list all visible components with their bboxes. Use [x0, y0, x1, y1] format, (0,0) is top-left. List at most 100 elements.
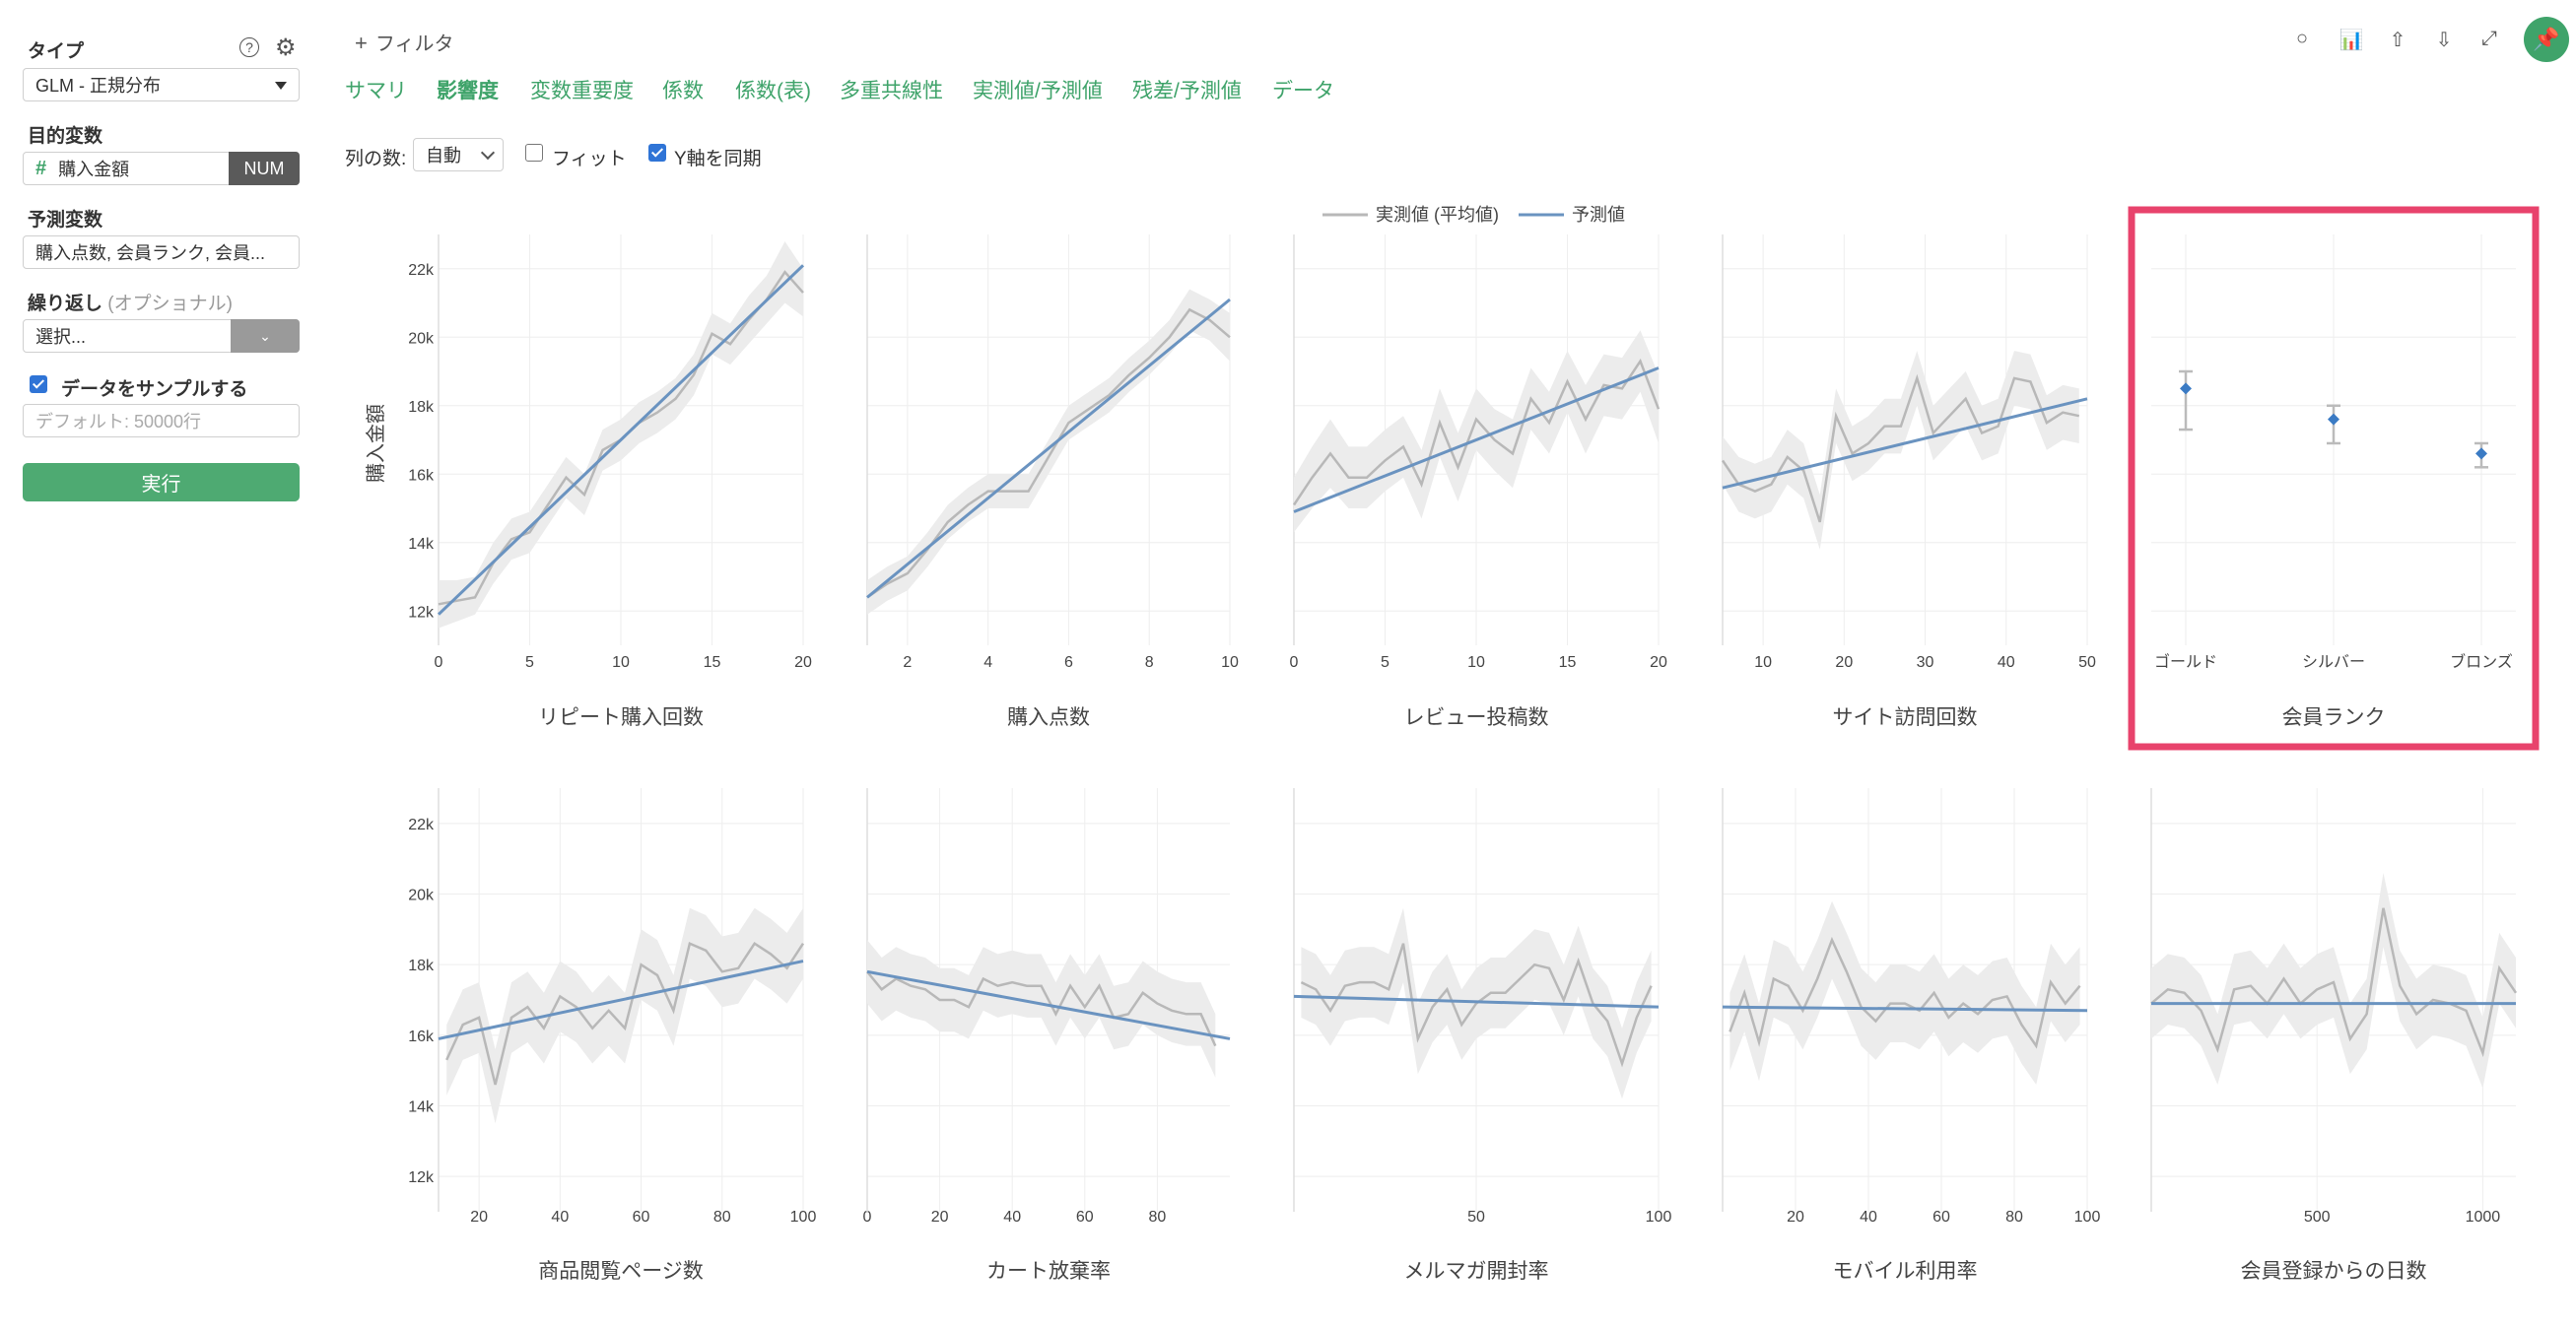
repeat-label-text: 繰り返し [28, 294, 103, 314]
target-variable-value: 購入金額 [58, 160, 130, 179]
y-tick-label: 22k [408, 262, 435, 279]
model-type-select[interactable]: GLM - 正規分布 [23, 68, 300, 101]
tab-influence[interactable]: 影響度 [437, 80, 499, 102]
predicted-line [1722, 1005, 2088, 1013]
x-tick-label: 60 [633, 1209, 650, 1226]
x-tick-label: 80 [2005, 1209, 2023, 1226]
x-tick-label: 5 [1381, 654, 1390, 671]
y-tick-label: 14k [408, 536, 435, 553]
bar-chart-icon[interactable]: 📊 [2339, 30, 2364, 51]
tab-variable-importance[interactable]: 変数重要度 [530, 80, 634, 102]
download-icon[interactable]: ⇩ [2435, 30, 2453, 51]
highlight-box [2128, 206, 2540, 751]
panel-x-title: サイト訪問回数 [1833, 706, 1978, 729]
x-tick-label: 20 [1650, 654, 1667, 671]
x-tick-label: 100 [1646, 1209, 1672, 1226]
tab-residual-vs-predicted[interactable]: 残差/予測値 [1132, 80, 1242, 102]
x-tick-label: 20 [470, 1209, 488, 1226]
sample-checkbox[interactable] [30, 375, 47, 393]
sample-size-placeholder: デフォルト: 50000行 [35, 412, 202, 432]
predicted-line [1293, 366, 1660, 513]
upload-icon[interactable]: ⇧ [2389, 30, 2407, 51]
predicted-line [438, 960, 804, 1040]
predictors-value: 購入点数, 会員ランク, 会員... [35, 243, 266, 263]
x-tick-label: 1000 [2466, 1209, 2501, 1226]
model-type-value: GLM - 正規分布 [35, 76, 162, 96]
fit-label: フィット [552, 149, 627, 169]
x-tick-label: 0 [435, 654, 443, 671]
gear-icon[interactable]: ⚙ [275, 34, 297, 61]
x-tick-label: 40 [1860, 1209, 1877, 1226]
predicted-line [437, 264, 805, 616]
repeat-dropdown-button[interactable]: ⌄ [231, 319, 300, 353]
predictors-field[interactable]: 購入点数, 会員ランク, 会員... [23, 235, 300, 269]
x-tick-label: 10 [1754, 654, 1772, 671]
actual-mean-line [866, 970, 1217, 1047]
panel-x-title: 会員ランク [2282, 706, 2386, 729]
x-tick-label: シルバー [2302, 654, 2365, 671]
panel-x-title: 購入点数 [1007, 706, 1090, 729]
panel-x-title: カート放棄率 [986, 1260, 1111, 1283]
actual-mean-line [1292, 358, 1661, 506]
panel-x-title: 商品閲覧ページ数 [538, 1260, 704, 1283]
repeat-placeholder: 選択... [35, 327, 87, 347]
x-tick-label: 60 [1932, 1209, 1950, 1226]
tab-multicollinearity[interactable]: 多重共線性 [840, 80, 943, 102]
tab-summary[interactable]: サマリ [345, 80, 407, 102]
confidence-band [867, 940, 1216, 1078]
pin-button[interactable]: 📌 [2524, 17, 2569, 62]
plus-icon: + [355, 31, 368, 55]
repeat-select[interactable]: 選択... ⌄ [23, 319, 300, 353]
filter-button[interactable]: + フィルタ [355, 28, 453, 56]
x-tick-label: 10 [1467, 654, 1485, 671]
x-tick-label: 20 [931, 1209, 949, 1226]
point-marker [2180, 382, 2192, 395]
y-tick-label: 14k [408, 1099, 435, 1116]
x-tick-label: 80 [713, 1209, 731, 1226]
y-tick-label: 16k [408, 1029, 435, 1045]
x-tick-label: 20 [1835, 654, 1853, 671]
repeat-label: 繰り返し (オプショナル) [28, 289, 233, 315]
x-tick-label: 4 [983, 654, 992, 671]
confidence-band [2151, 873, 2516, 1089]
panel-x-title: レビュー投稿数 [1404, 706, 1549, 729]
x-tick-label: 500 [2304, 1209, 2331, 1226]
run-button[interactable]: 実行 [23, 463, 300, 501]
x-tick-label: 15 [704, 654, 721, 671]
columns-select[interactable]: 自動 [413, 138, 504, 171]
x-tick-label: 80 [1149, 1209, 1167, 1226]
x-tick-label: 10 [612, 654, 630, 671]
question-icon[interactable]: ? [239, 37, 259, 57]
tab-actual-vs-predicted[interactable]: 実測値/予測値 [973, 80, 1103, 102]
x-tick-label: 40 [1998, 654, 2015, 671]
y-tick-label: 18k [408, 958, 435, 974]
expand-icon[interactable]: ⤢ [2481, 28, 2497, 49]
actual-mean-line [1721, 373, 2080, 523]
x-tick-label: 2 [903, 654, 912, 671]
sync-y-axis-checkbox[interactable] [648, 144, 666, 162]
x-tick-label: 100 [2074, 1209, 2101, 1226]
x-tick-label: 0 [863, 1209, 872, 1226]
legend-actual-label: 実測値 (平均値) [1376, 205, 1499, 225]
filter-label: フィルタ [374, 33, 454, 55]
y-tick-label: 20k [408, 888, 435, 904]
fit-checkbox[interactable] [525, 144, 543, 162]
actual-mean-line [1729, 936, 2081, 1049]
y-tick-label: 20k [408, 330, 435, 347]
point-marker [2328, 413, 2339, 426]
columns-value: 自動 [426, 146, 461, 166]
y-tick-label: 22k [408, 817, 435, 833]
y-tick-label: 18k [408, 399, 435, 416]
x-tick-label: 50 [1467, 1209, 1485, 1226]
tab-data[interactable]: データ [1272, 80, 1334, 102]
comment-icon[interactable]: ○ [2295, 28, 2309, 49]
x-tick-label: 40 [551, 1209, 569, 1226]
target-label: 目的変数 [28, 126, 103, 147]
x-tick-label: ゴールド [2154, 652, 2217, 671]
target-variable-field[interactable]: # 購入金額 NUM [23, 152, 300, 185]
x-tick-label: 50 [2078, 654, 2096, 671]
sample-size-input[interactable]: デフォルト: 50000行 [23, 404, 300, 437]
tab-coefficients-table[interactable]: 係数(表) [735, 80, 811, 102]
tab-coefficients[interactable]: 係数 [662, 80, 704, 102]
